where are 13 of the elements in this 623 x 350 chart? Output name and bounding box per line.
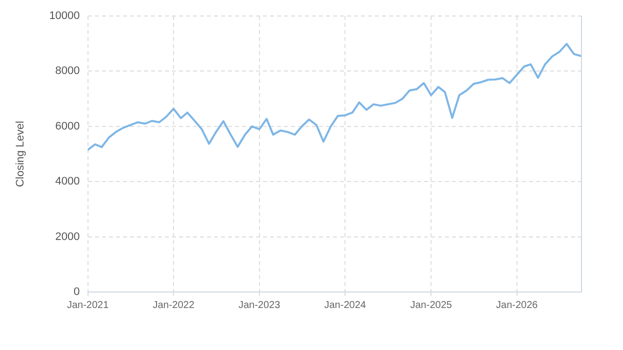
- x-tick-label: Jan-2022: [152, 300, 195, 311]
- y-tick-label: 6000: [55, 120, 80, 132]
- x-tick-label: Jan-2021: [66, 300, 110, 311]
- x-tick-label: Jan-2026: [496, 300, 538, 311]
- y-tick-label: 0: [74, 286, 80, 298]
- y-tick-label: 2000: [55, 230, 80, 243]
- y-tick-label: 8000: [55, 65, 80, 78]
- x-tick-label: Jan-2025: [410, 300, 452, 311]
- y-tick-label: 4000: [55, 176, 80, 188]
- y-tick-label: 10000: [49, 10, 80, 22]
- x-tick-label: Jan-2023: [238, 300, 281, 311]
- y-axis-title: Closing Level: [14, 120, 27, 188]
- x-tick-label: Jan-2024: [324, 300, 366, 311]
